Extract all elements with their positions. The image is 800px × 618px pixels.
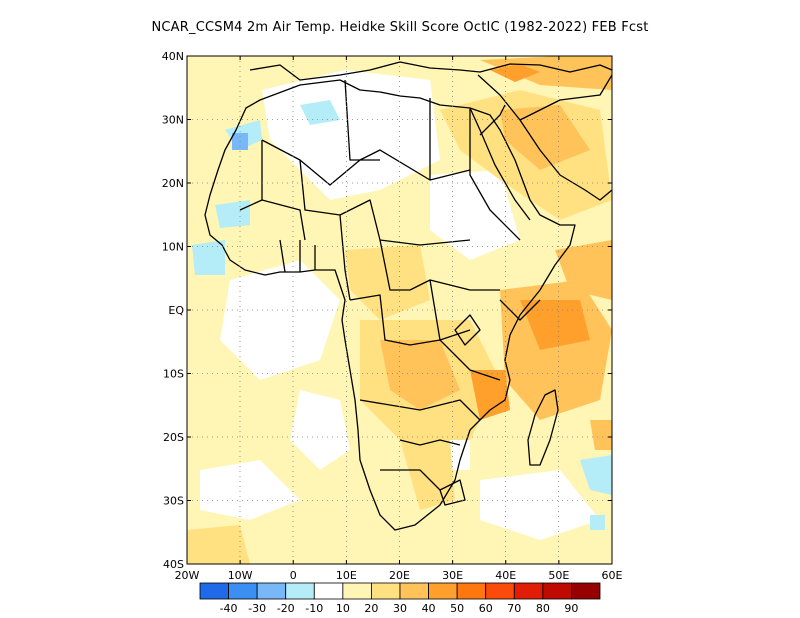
legend-swatch — [513, 582, 544, 600]
latitude-label: 40S — [163, 558, 184, 571]
legend-label: 80 — [536, 602, 550, 615]
latitude-label: 10S — [163, 368, 184, 381]
legend-swatch — [428, 582, 458, 600]
legend-label: 10 — [336, 602, 350, 615]
map-title: NCAR_CCSM4 2m Air Temp. Heidke Skill Sco… — [151, 20, 649, 35]
longitude-label: 60E — [602, 569, 623, 582]
latitude-label: 20S — [163, 431, 184, 444]
legend-swatch — [571, 582, 601, 600]
legend-label: 90 — [564, 602, 578, 615]
score-shading — [187, 56, 612, 564]
legend-label: -10 — [305, 602, 323, 615]
longitude-labels: 20W 10W 0 10E 20E 30E 40E 50E 60E — [175, 569, 623, 582]
legend-swatch — [285, 582, 315, 600]
longitude-label: 0 — [290, 569, 297, 582]
latitude-labels: 40N 30N 20N 10N EQ 10S 20S 30S 40S — [162, 50, 185, 571]
legend-label: -20 — [277, 602, 295, 615]
legend-label: -30 — [248, 602, 266, 615]
legend-label: 70 — [507, 602, 521, 615]
latitude-label: EQ — [168, 304, 184, 317]
gridlines — [187, 56, 612, 564]
longitude-label: 10W — [228, 569, 253, 582]
longitude-label: 40E — [495, 569, 516, 582]
latitude-label: 10N — [162, 241, 184, 254]
legend-label: 30 — [393, 602, 407, 615]
legend-label: 40 — [422, 602, 436, 615]
longitude-label: 20W — [175, 569, 200, 582]
longitude-label: 50E — [548, 569, 569, 582]
colorbar-legend: -40 -30 -20 -10 10 20 30 40 50 60 70 80 90 — [199, 582, 601, 615]
legend-label: 20 — [364, 602, 378, 615]
legend-swatch — [542, 582, 572, 600]
legend-swatch — [313, 582, 344, 600]
latitude-label: 30N — [162, 114, 184, 127]
axis-ticks — [186, 55, 613, 565]
longitude-label: 30E — [442, 569, 463, 582]
legend-swatch — [399, 582, 429, 600]
legend-label: 50 — [450, 602, 464, 615]
latitude-label: 20N — [162, 177, 184, 190]
legend-label: -40 — [220, 602, 238, 615]
longitude-label: 20E — [389, 569, 410, 582]
legend-swatch — [199, 582, 229, 600]
legend-swatch — [456, 582, 487, 600]
legend-swatch — [228, 582, 258, 600]
legend-swatch — [485, 582, 515, 600]
latitude-label: 40N — [162, 50, 184, 63]
legend-swatch — [342, 582, 372, 600]
legend-swatch — [256, 582, 287, 600]
longitude-label: 10E — [336, 569, 357, 582]
legend-label: 60 — [479, 602, 493, 615]
legend-swatch — [371, 582, 401, 600]
latitude-label: 30S — [163, 495, 184, 508]
